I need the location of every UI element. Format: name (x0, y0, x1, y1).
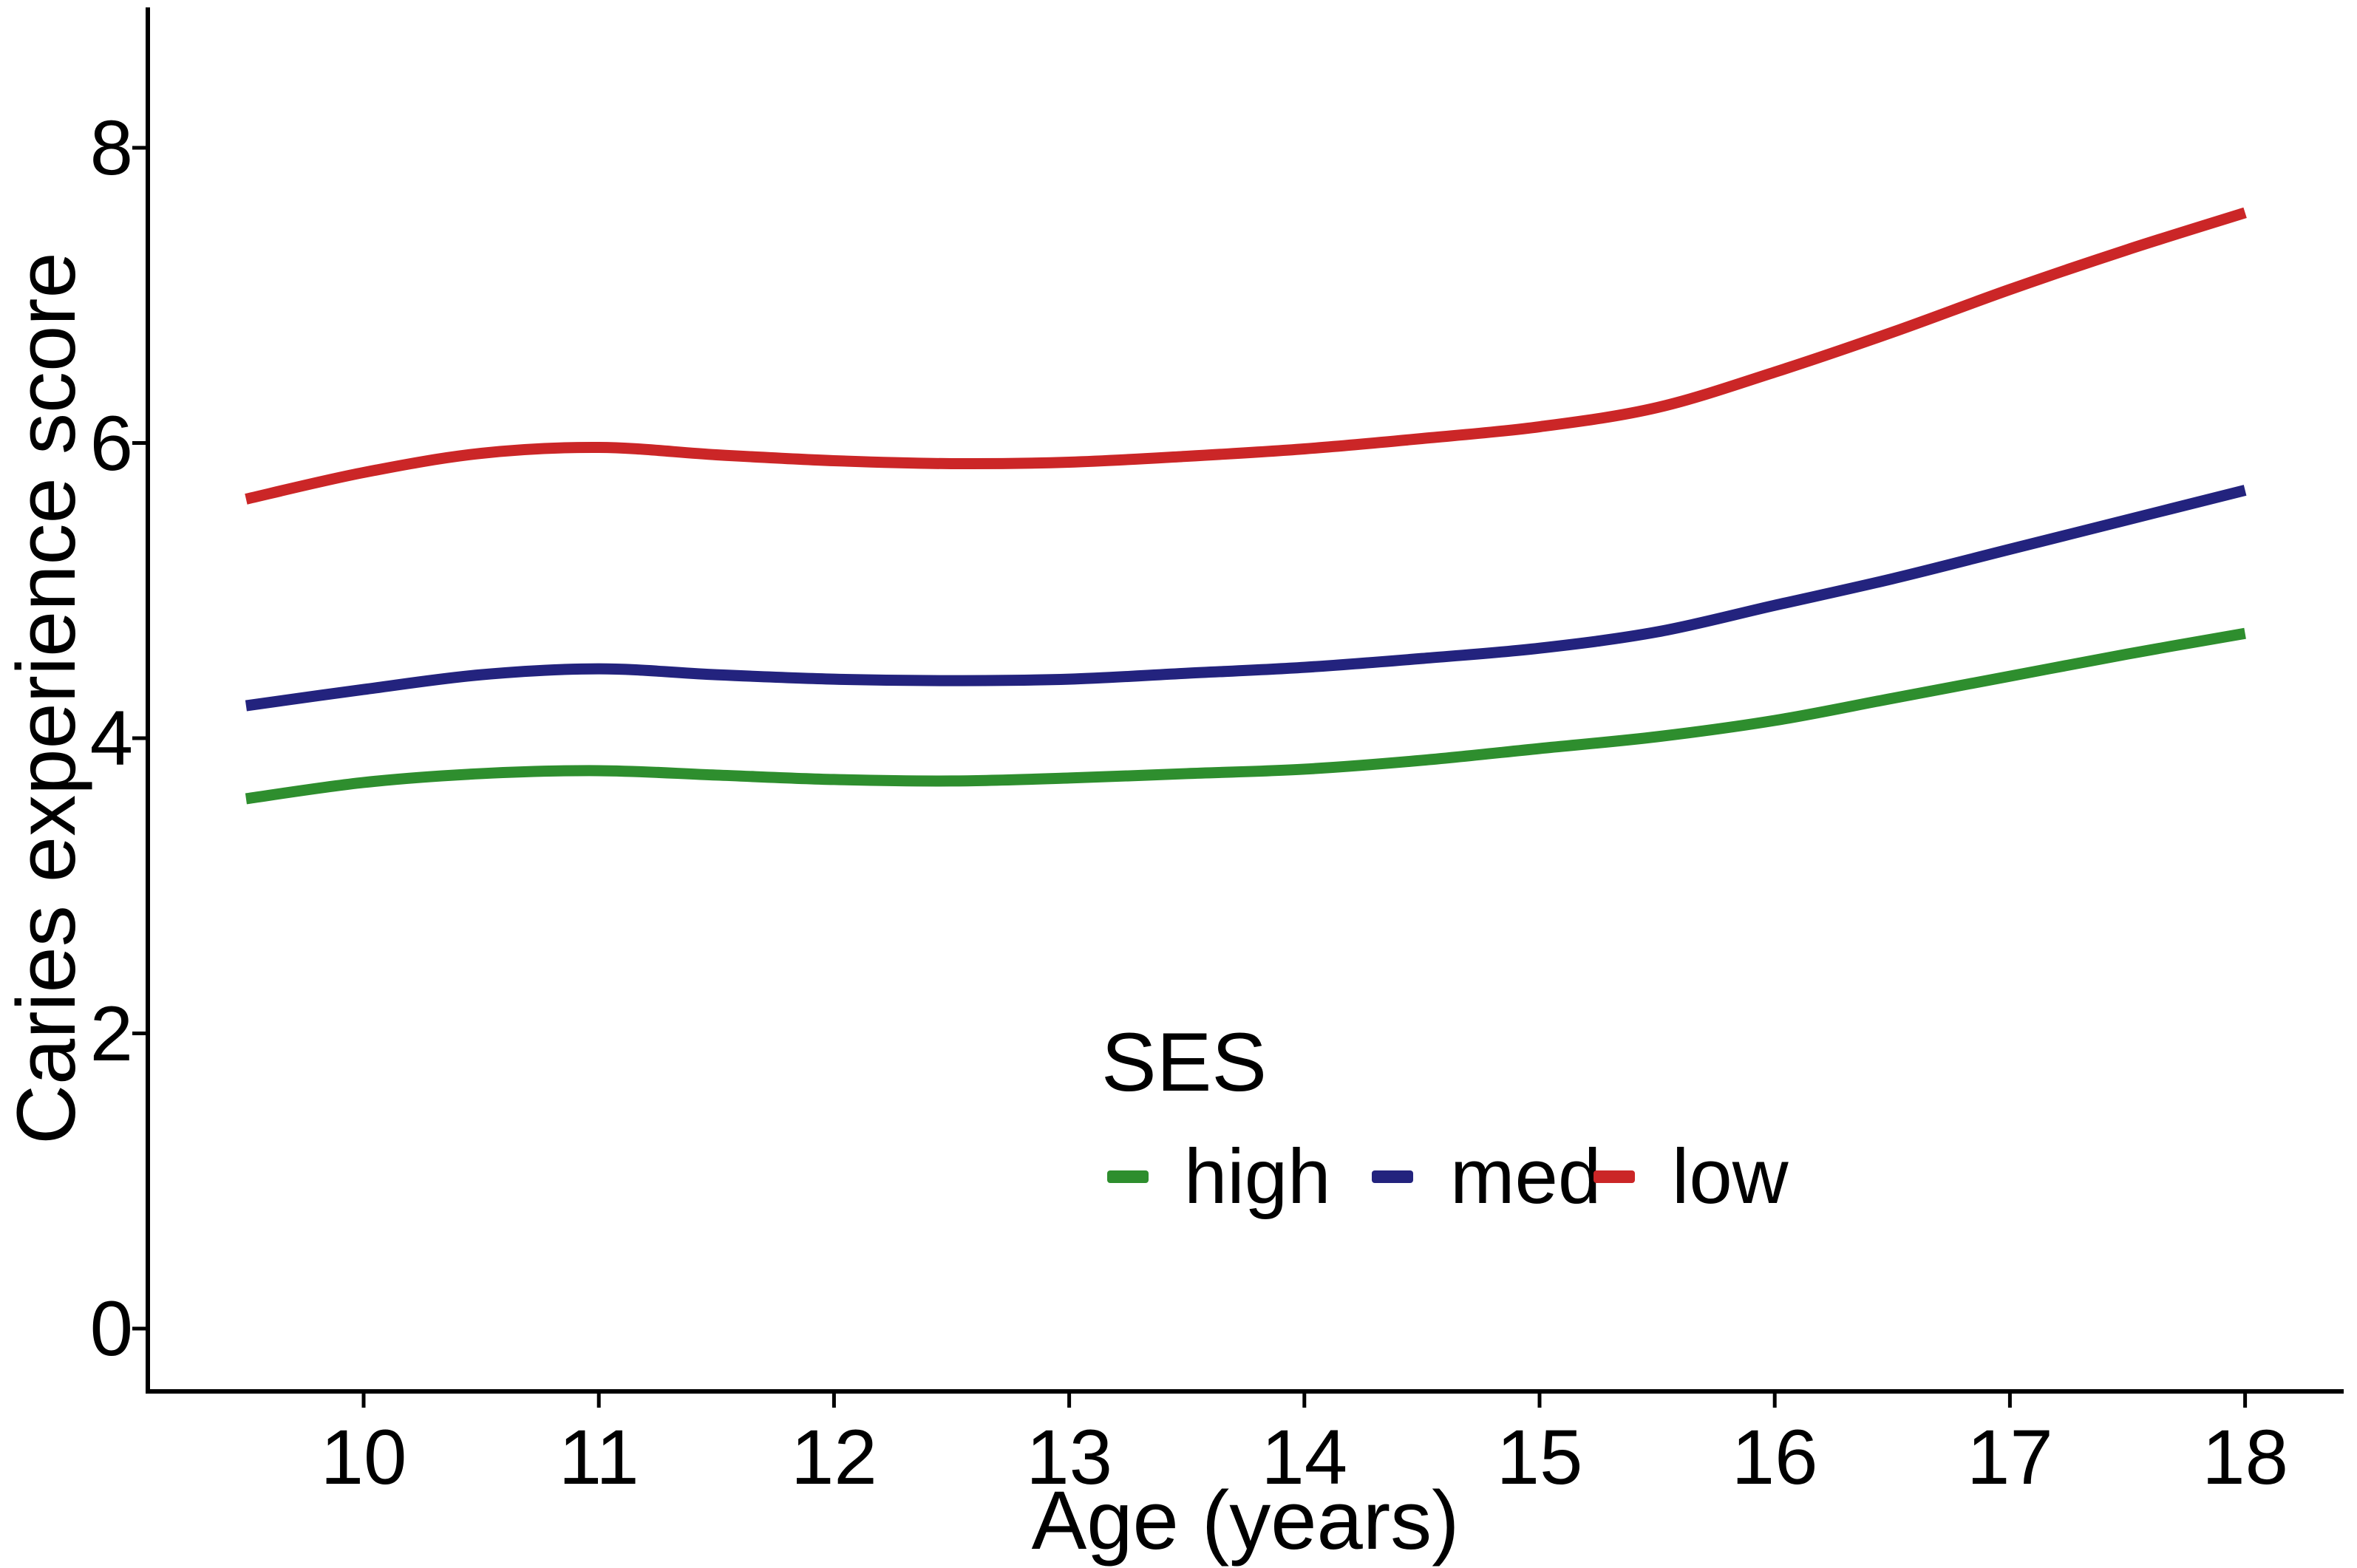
y-tick-label: 4 (89, 695, 133, 782)
x-tick-label: 17 (1966, 1414, 2053, 1501)
x-tick-label: 16 (1731, 1414, 1818, 1501)
legend-key-high (1107, 1170, 1149, 1183)
legend-label-low: low (1672, 1134, 1789, 1220)
legend-label-high: high (1184, 1134, 1331, 1220)
x-tick-label: 10 (320, 1414, 407, 1501)
legend-title: SES (1101, 1016, 1268, 1108)
x-tick-label: 14 (1261, 1414, 1348, 1501)
legend-key-low (1594, 1170, 1635, 1183)
y-tick-label: 0 (89, 1286, 133, 1372)
y-tick-label: 8 (89, 105, 133, 191)
x-tick-label: 18 (2202, 1414, 2288, 1501)
y-tick-label: 6 (89, 400, 133, 487)
x-tick-label: 12 (790, 1414, 877, 1501)
legend-key-med (1372, 1170, 1413, 1183)
series-line-high (245, 627, 2246, 805)
x-axis-title: Age (years) (1031, 1474, 1460, 1567)
legend-label-med: med (1450, 1134, 1602, 1220)
y-tick-label: 2 (89, 990, 133, 1077)
series-line-low (245, 207, 2247, 505)
series-line-med (245, 485, 2247, 712)
x-tick-label: 11 (558, 1414, 639, 1501)
x-tick-label: 15 (1496, 1414, 1583, 1501)
x-tick-label: 13 (1026, 1414, 1112, 1501)
